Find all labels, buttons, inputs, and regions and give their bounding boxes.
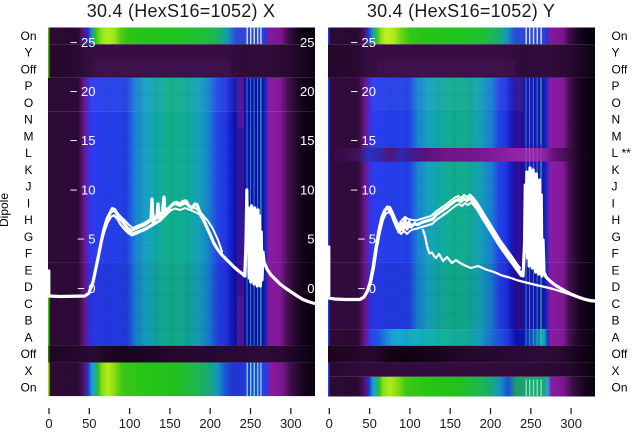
svg-text:G: G [612, 230, 621, 244]
svg-text:E: E [612, 263, 620, 277]
svg-text:Y: Y [24, 46, 32, 60]
svg-text:Dipole: Dipole [0, 193, 11, 227]
svg-text:Y: Y [612, 46, 620, 60]
svg-text:On: On [612, 29, 628, 43]
svg-text:50: 50 [82, 416, 96, 431]
svg-text:F: F [25, 247, 32, 261]
svg-text:300: 300 [280, 416, 302, 431]
svg-text:200: 200 [199, 416, 221, 431]
svg-text:5: 5 [307, 232, 314, 247]
svg-text:Off: Off [21, 62, 37, 76]
svg-text:B: B [24, 314, 32, 328]
svg-text:Off: Off [612, 347, 628, 361]
svg-text:H: H [24, 213, 33, 227]
svg-text:M: M [612, 129, 622, 143]
svg-text:25: 25 [300, 35, 314, 50]
svg-text:J: J [612, 180, 618, 194]
svg-text:0: 0 [326, 416, 333, 431]
svg-text:Off: Off [612, 62, 628, 76]
svg-text:300: 300 [560, 416, 582, 431]
svg-text:− 0: − 0 [77, 281, 95, 296]
svg-text:10: 10 [300, 182, 314, 197]
svg-text:N: N [24, 113, 33, 127]
svg-text:− 10: − 10 [350, 182, 376, 197]
svg-text:150: 150 [159, 416, 181, 431]
svg-text:30.4 (HexS16=1052) X: 30.4 (HexS16=1052) X [87, 1, 276, 21]
svg-text:J: J [26, 180, 32, 194]
svg-text:20: 20 [300, 84, 314, 99]
svg-text:− 20: − 20 [70, 84, 96, 99]
svg-text:L: L [25, 146, 32, 160]
svg-text:E: E [24, 263, 32, 277]
svg-text:K: K [612, 163, 620, 177]
svg-text:On: On [20, 29, 36, 43]
svg-text:− 15: − 15 [350, 133, 376, 148]
svg-text:L **: L ** [612, 146, 632, 160]
svg-text:I: I [27, 196, 30, 210]
svg-text:K: K [24, 163, 32, 177]
svg-text:− 5: − 5 [77, 232, 95, 247]
svg-text:M: M [24, 129, 34, 143]
svg-text:100: 100 [119, 416, 141, 431]
svg-text:A: A [612, 330, 620, 344]
svg-text:P: P [24, 79, 32, 93]
svg-text:O: O [24, 96, 33, 110]
svg-text:− 25: − 25 [350, 35, 376, 50]
svg-text:P: P [612, 79, 620, 93]
svg-text:On: On [20, 381, 36, 395]
svg-text:C: C [24, 297, 33, 311]
svg-text:X: X [24, 364, 32, 378]
svg-text:I: I [612, 196, 615, 210]
svg-text:On: On [612, 381, 628, 395]
svg-text:A: A [24, 330, 32, 344]
svg-text:30.4 (HexS16=1052) Y: 30.4 (HexS16=1052) Y [367, 1, 555, 21]
svg-text:− 25: − 25 [70, 35, 96, 50]
svg-text:N: N [612, 113, 621, 127]
svg-text:200: 200 [480, 416, 502, 431]
svg-text:250: 250 [240, 416, 262, 431]
svg-text:150: 150 [439, 416, 461, 431]
svg-text:D: D [612, 280, 621, 294]
svg-text:50: 50 [362, 416, 376, 431]
svg-text:− 5: − 5 [358, 232, 376, 247]
svg-text:F: F [612, 247, 619, 261]
svg-text:G: G [24, 230, 33, 244]
svg-text:100: 100 [399, 416, 421, 431]
svg-text:− 15: − 15 [70, 133, 96, 148]
svg-text:0: 0 [45, 416, 52, 431]
svg-text:250: 250 [520, 416, 542, 431]
svg-text:O: O [612, 96, 621, 110]
svg-text:X: X [612, 364, 620, 378]
svg-text:0: 0 [307, 281, 314, 296]
svg-text:− 10: − 10 [70, 182, 96, 197]
svg-text:C: C [612, 297, 621, 311]
svg-text:− 0: − 0 [358, 281, 376, 296]
svg-text:Off: Off [21, 347, 37, 361]
svg-text:B: B [612, 314, 620, 328]
svg-text:H: H [612, 213, 621, 227]
svg-text:− 20: − 20 [350, 84, 376, 99]
svg-text:15: 15 [300, 133, 314, 148]
svg-text:D: D [24, 280, 33, 294]
